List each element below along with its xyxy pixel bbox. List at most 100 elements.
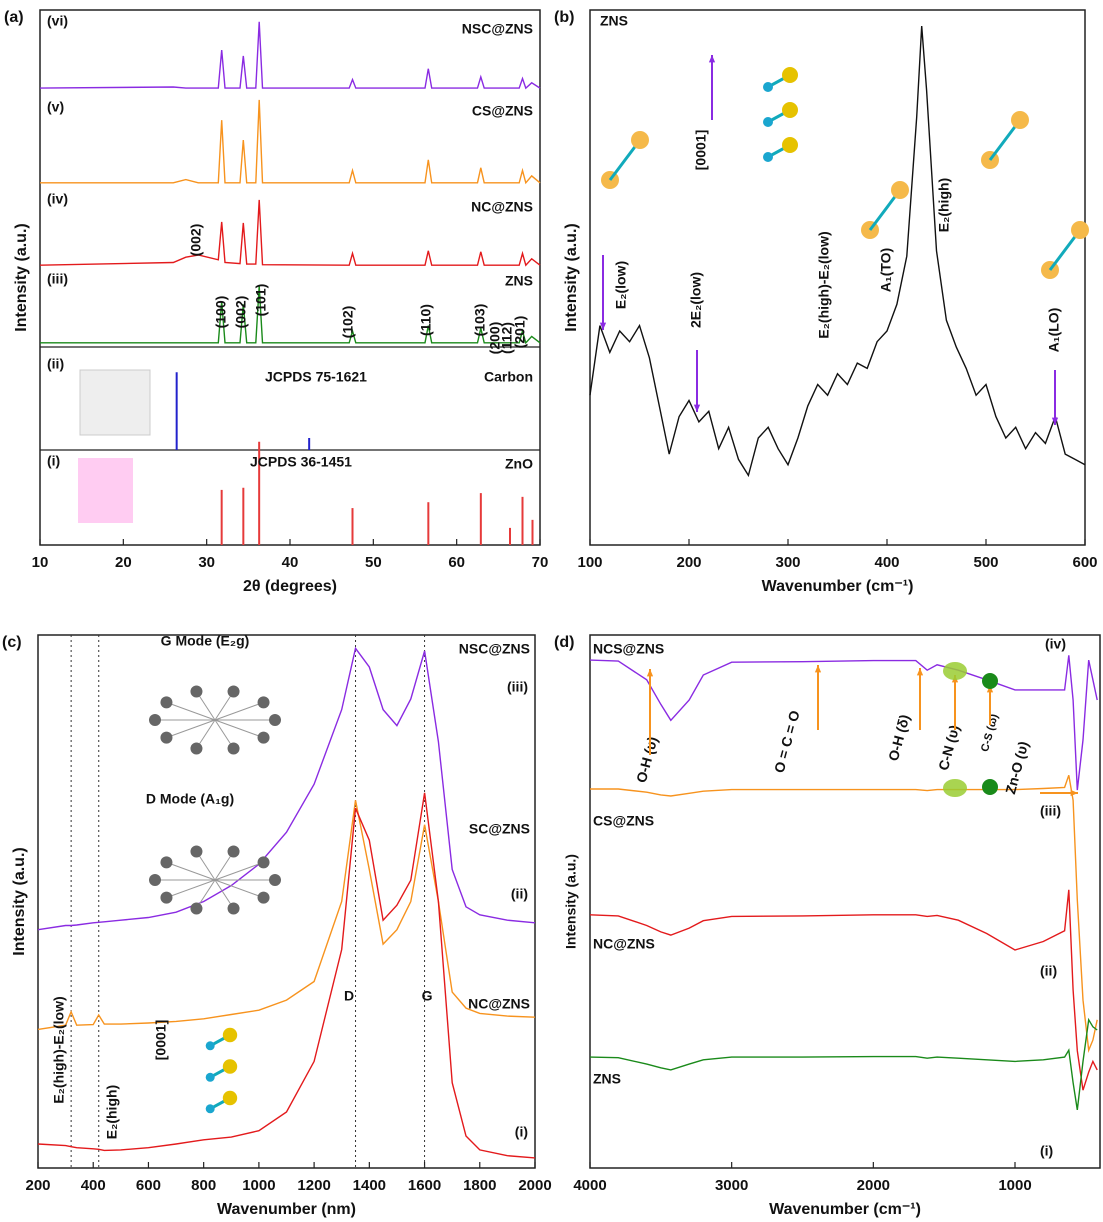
y-axis-title: Intensity (a.u.): [13, 223, 30, 331]
series-label: NC@ZNS: [471, 199, 533, 215]
annotation: (002): [233, 296, 249, 329]
x-tick-label: 200: [676, 554, 701, 571]
annotation: [0001]: [693, 130, 709, 170]
atom-c: [190, 685, 203, 698]
annotation: 2E₂(low): [688, 272, 704, 328]
x-tick-label: 1800: [463, 1177, 496, 1194]
atom-zn: [1071, 221, 1089, 239]
series-line: [37, 800, 536, 1031]
marker-dot: [982, 779, 998, 795]
plot-frame: [589, 634, 1101, 1169]
bond: [214, 861, 264, 881]
series-label: ZnO: [505, 456, 533, 472]
series-label: ZNS: [505, 273, 533, 289]
series-line: [39, 199, 541, 267]
bond: [166, 861, 216, 881]
atom-c: [227, 685, 240, 698]
series-tag: (ii): [511, 886, 528, 902]
x-tick-label: 1600: [408, 1177, 441, 1194]
atom-s: [763, 82, 773, 92]
reference-card: JCPDS 36-1451: [250, 454, 352, 470]
panel-label: (b): [554, 9, 574, 26]
x-tick-label: 1200: [297, 1177, 330, 1194]
atom-zn: [222, 1059, 238, 1074]
x-tick-label: 20: [115, 554, 132, 571]
x-tick-label: 3000: [715, 1177, 748, 1194]
atom-c: [190, 902, 203, 915]
series-line: [589, 655, 1098, 791]
series-tag: (iv): [1045, 636, 1066, 652]
x-axis-title: Wavenumber (cm⁻¹): [769, 1201, 921, 1218]
atom-c: [269, 714, 281, 726]
annotation: (112): [499, 322, 515, 354]
x-tick-label: 500: [973, 554, 998, 571]
annotation: D Mode (A₁g): [146, 791, 234, 807]
x-tick-label: 1000: [998, 1177, 1031, 1194]
arrow-head: [1070, 789, 1078, 797]
series-line: [590, 774, 1098, 1053]
annotation: [0001]: [153, 1020, 169, 1060]
atom-s: [763, 152, 773, 162]
annotation: E₂(high): [936, 178, 952, 232]
series-label: CS@ZNS: [472, 103, 533, 119]
series-label: CS@ZNS: [593, 813, 654, 829]
atom-c: [257, 731, 270, 744]
bond: [166, 701, 216, 721]
x-tick-label: 10: [32, 554, 49, 571]
x-tick-label: 2000: [518, 1177, 551, 1194]
annotation: (103): [472, 304, 488, 337]
atom-zn: [222, 1090, 238, 1106]
series-tag: (iii): [507, 679, 528, 695]
annotation: (102): [340, 306, 356, 339]
panel-label: (c): [2, 634, 22, 651]
x-tick-label: 1400: [353, 1177, 386, 1194]
bond: [166, 879, 216, 899]
annotation: E₂(low): [613, 261, 629, 309]
atom-c: [257, 696, 270, 709]
series-line: [589, 1017, 1098, 1111]
x-tick-label: 50: [365, 554, 382, 571]
series-line: [40, 99, 541, 185]
arrow-head: [1051, 417, 1059, 425]
atom-c: [160, 696, 173, 709]
series-tag: (iv): [47, 191, 68, 207]
annotation: Zn-O (υ): [1002, 739, 1031, 795]
atom-zn: [631, 131, 649, 149]
series-line: [39, 21, 541, 90]
atom-c: [160, 731, 173, 744]
atom-c: [149, 714, 161, 726]
bond: [214, 701, 264, 721]
arrow-head: [599, 322, 607, 330]
series-label: NSC@ZNS: [462, 21, 533, 37]
x-tick-label: 30: [198, 554, 215, 571]
atom-zn: [782, 137, 798, 153]
x-tick-label: 400: [874, 554, 899, 571]
bond: [214, 719, 264, 739]
y-axis-title: Intensity (a.u.): [11, 847, 28, 955]
x-tick-label: 800: [191, 1177, 216, 1194]
structure-inset: [79, 369, 151, 436]
x-tick-label: 300: [775, 554, 800, 571]
series-line: [589, 889, 1098, 1091]
bond: [214, 879, 264, 899]
annotation: O-H (υ): [633, 735, 661, 785]
annotation: E₂(high)-E₂(low): [51, 996, 67, 1103]
arrow-head: [646, 669, 654, 677]
series-tag: (v): [47, 99, 64, 115]
arrow-head: [916, 668, 924, 676]
series-tag: (i): [1040, 1143, 1053, 1159]
series-label: ZNS: [600, 13, 628, 29]
series-tag: (ii): [1040, 963, 1057, 979]
x-tick-label: 60: [448, 554, 465, 571]
x-tick-label: 200: [25, 1177, 50, 1194]
series-label: Carbon: [484, 369, 533, 385]
marker-dot: [982, 673, 998, 689]
annotation: C-N (υ): [935, 723, 962, 772]
series-line: [37, 646, 536, 931]
atom-c: [227, 845, 240, 858]
annotation: G Mode (E₂g): [161, 633, 250, 649]
annotation: A₁(LO): [1046, 308, 1062, 353]
atom-zn: [222, 1027, 238, 1043]
annotation: (100): [213, 296, 229, 329]
series-line: [37, 792, 536, 1159]
